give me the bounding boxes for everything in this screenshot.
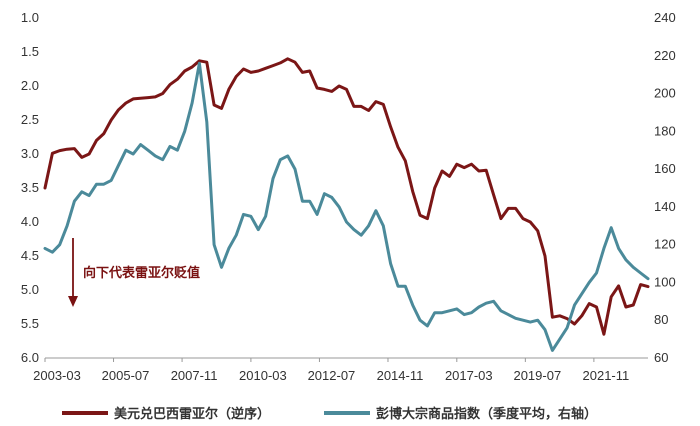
legend-label-brl: 美元兑巴西雷亚尔（逆序） [114, 406, 270, 422]
y-left-tick-label: 4.5 [21, 248, 39, 263]
y-left-tick-label: 2.0 [21, 78, 39, 93]
x-tick-label: 2012-07 [308, 368, 356, 383]
y-right-tick-label: 240 [654, 10, 676, 25]
y-left-tick-label: 1.5 [21, 44, 39, 59]
y-right-tick-label: 80 [654, 312, 668, 327]
chart-axes: 1.0 1.5 2.0 2.5 3.0 3.5 4.0 4.5 5.0 5.5 6.0 240 220 2… [21, 10, 676, 383]
y-right-tick-label: 60 [654, 350, 668, 365]
y-right-tick-label: 200 [654, 86, 676, 101]
chart-series-layer [43, 57, 650, 352]
y-left-tick-label: 3.0 [21, 146, 39, 161]
y-left-tick-label: 5.0 [21, 282, 39, 297]
y-left-tick-label: 1.0 [21, 10, 39, 25]
y-right-tick-label: 220 [654, 48, 676, 63]
x-tick-label: 2003-03 [33, 368, 81, 383]
x-tick-label: 2007-11 [171, 368, 218, 383]
x-tick-label: 2014-11 [377, 368, 424, 383]
y-right-tick-label: 140 [654, 199, 676, 214]
x-tick-label: 2021-11 [583, 368, 630, 383]
y-left-tick-label: 5.5 [21, 316, 39, 331]
y-right-tick-label: 160 [654, 161, 676, 176]
series-line-bcom [43, 61, 650, 352]
chart-annotation: 向下代表雷亚尔贬值 [68, 238, 200, 307]
legend-label-bcom: 彭博大宗商品指数（季度平均，右轴） [376, 406, 597, 422]
y-left-tick-label: 2.5 [21, 112, 39, 127]
y-right-tick-label: 100 [654, 274, 676, 289]
y-left-tick-label: 3.5 [21, 180, 39, 195]
y-left-tick-label: 4.0 [21, 214, 39, 229]
x-tick-label: 2005-07 [102, 368, 150, 383]
annotation-arrow-head [68, 296, 78, 307]
x-tick-label: 2010-03 [239, 368, 287, 383]
series-line-brl [43, 57, 650, 336]
x-tick-label: 2017-03 [445, 368, 493, 383]
annotation-text: 向下代表雷亚尔贬值 [83, 265, 200, 281]
chart-legend: 美元兑巴西雷亚尔（逆序） 彭博大宗商品指数（季度平均，右轴） [62, 406, 597, 422]
y-left-tick-label: 6.0 [21, 350, 39, 365]
y-right-tick-label: 180 [654, 123, 676, 138]
y-right-tick-label: 120 [654, 237, 676, 252]
x-tick-label: 2019-07 [513, 368, 561, 383]
